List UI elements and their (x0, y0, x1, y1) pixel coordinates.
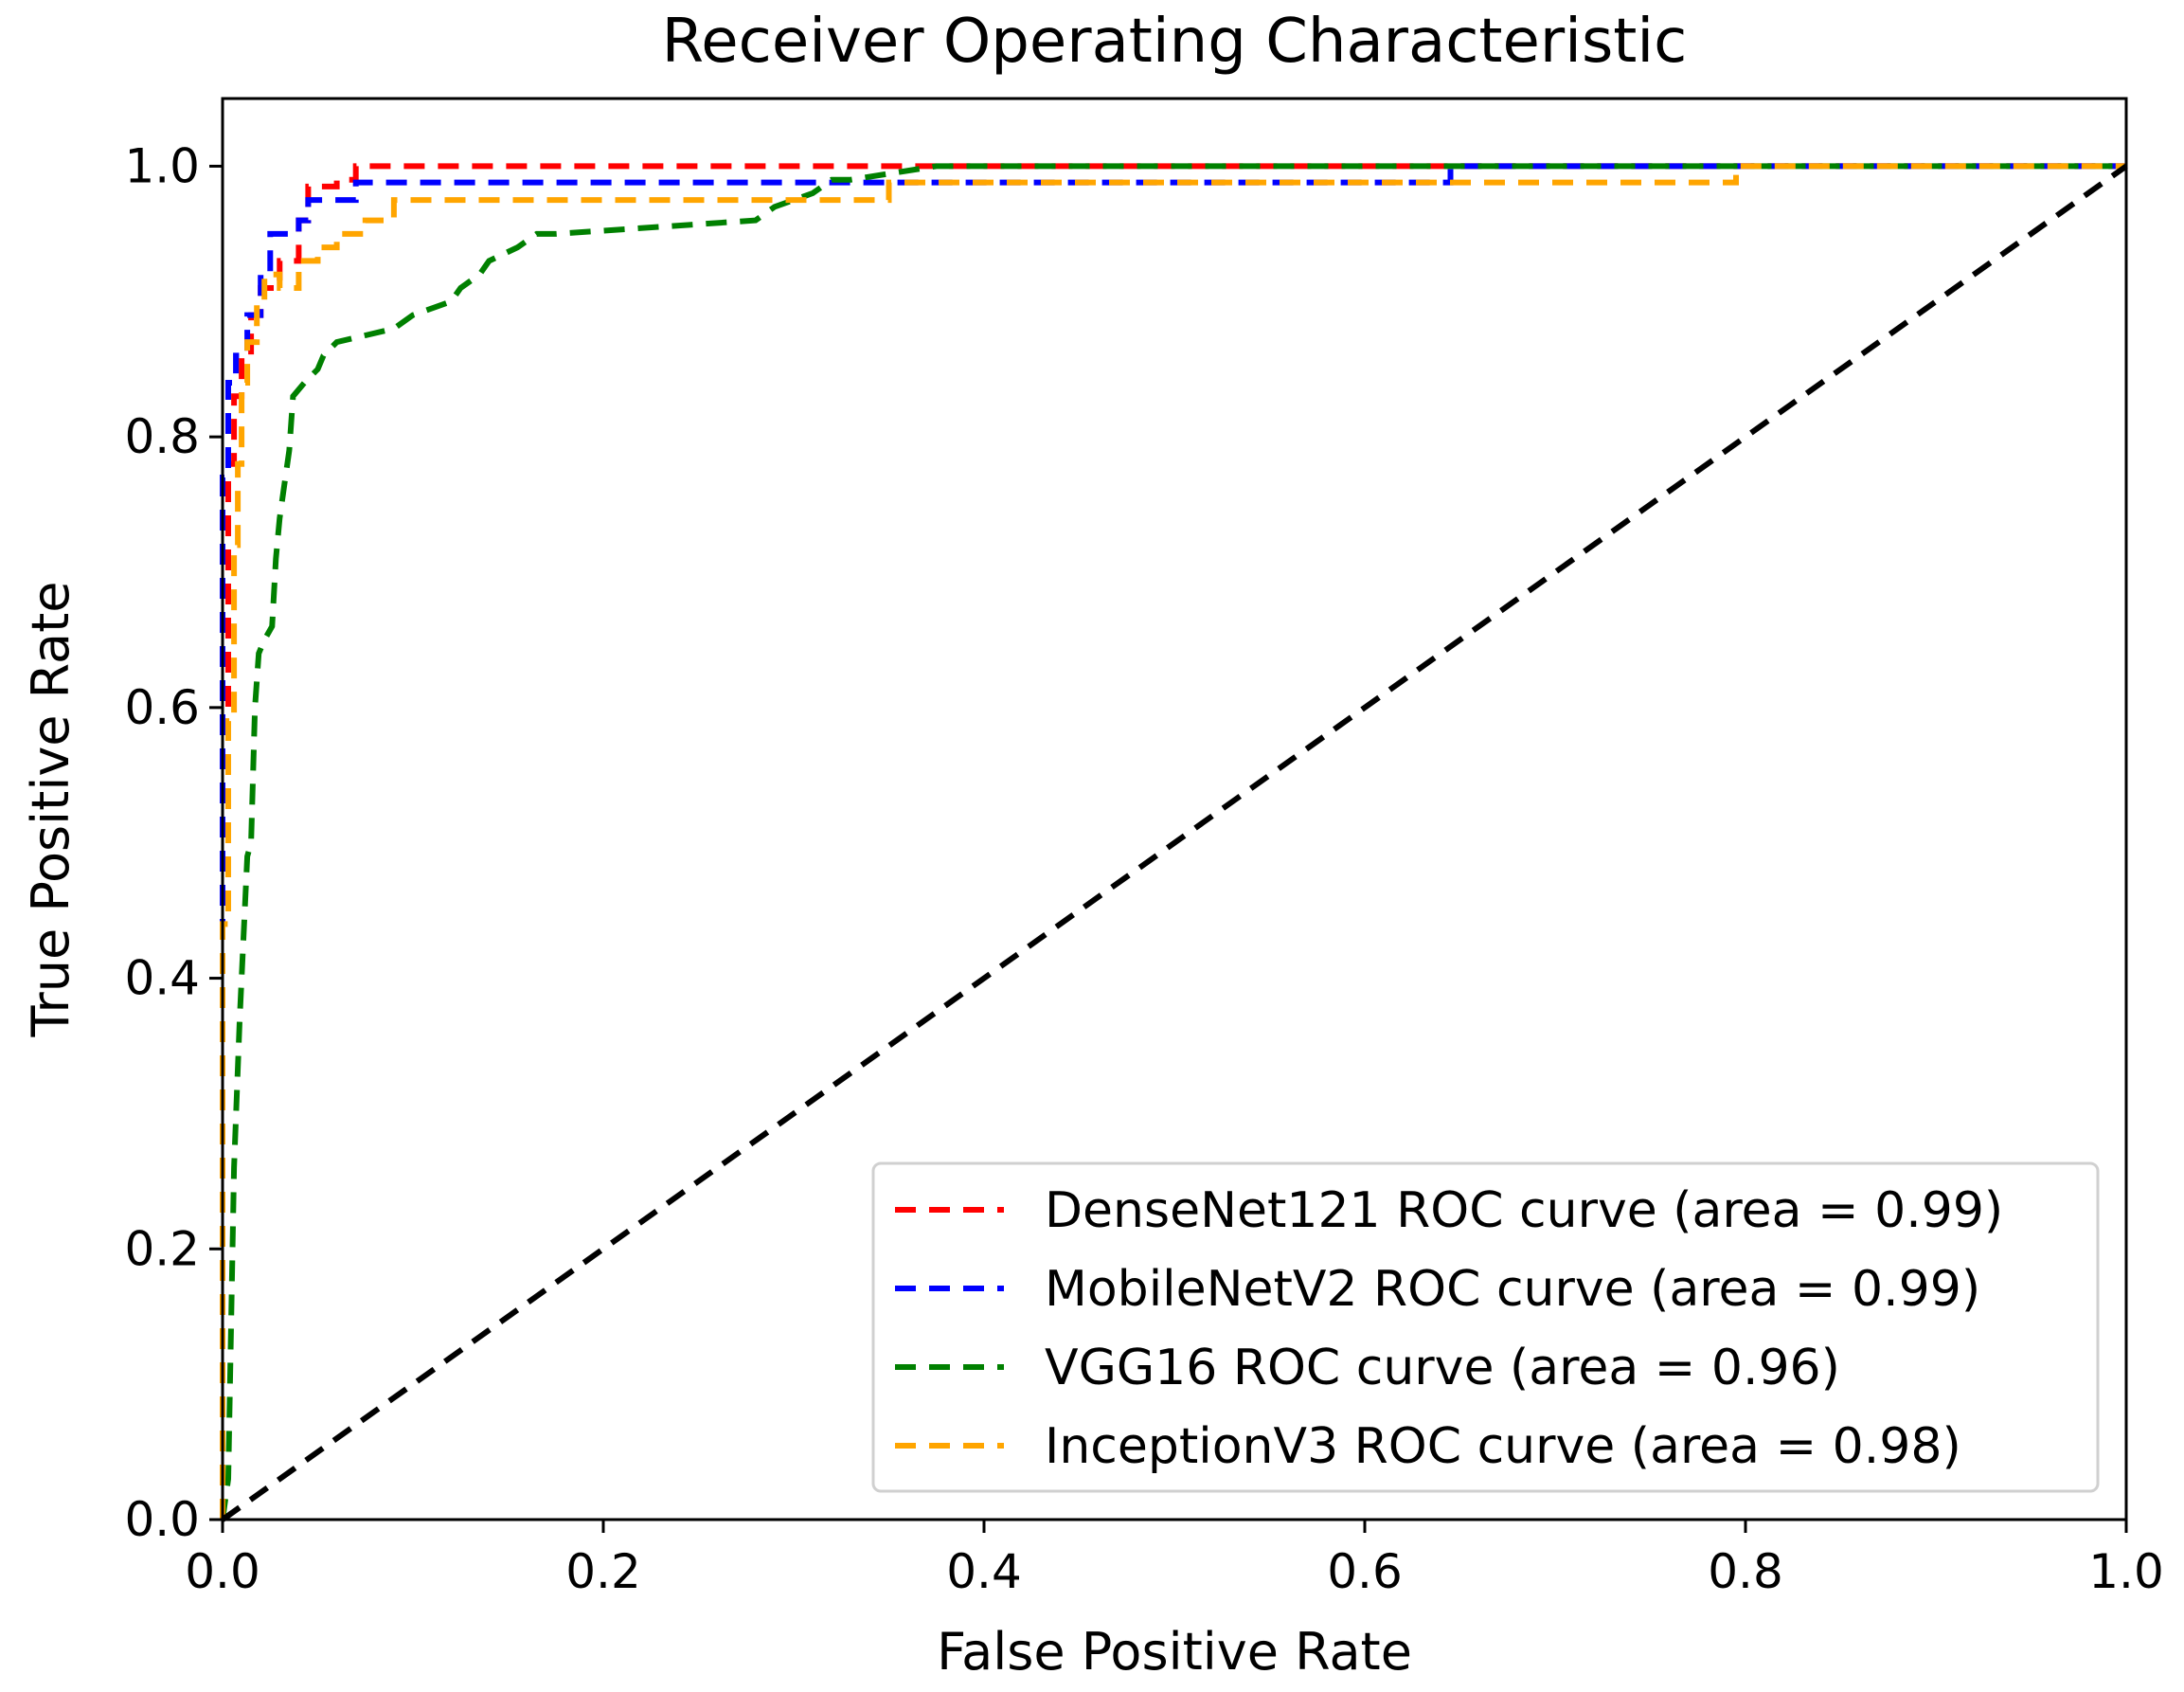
legend-frame (871, 1161, 2100, 1493)
inceptionv3-roc-curve (220, 163, 2126, 1520)
x-tick-label: 0.4 (946, 1544, 1022, 1599)
mobilenetv2-legend-label: MobileNetV2 ROC curve (area = 0.99) (1045, 1261, 1980, 1318)
x-axis-label: False Positive Rate (937, 1622, 1412, 1682)
y-axis-ticks: 0.0 0.2 0.4 0.6 0.8 1.0 (124, 138, 223, 1547)
densenet121-roc-curve (220, 163, 2126, 1520)
mobilenetv2-roc-curve (220, 163, 2126, 1520)
y-tick-label: 0.2 (124, 1221, 200, 1276)
legend: DenseNet121 ROC curve (area = 0.99) Mobil… (871, 1161, 2100, 1493)
x-tick-label: 0.2 (565, 1544, 641, 1599)
vgg16-legend-label: VGG16 ROC curve (area = 0.96) (1045, 1340, 1840, 1396)
x-tick-label: 1.0 (2088, 1544, 2164, 1599)
x-tick-label: 0.6 (1327, 1544, 1403, 1599)
y-tick-label: 1.0 (124, 138, 200, 193)
y-tick-label: 0.8 (124, 409, 200, 464)
x-tick-label: 0.8 (1708, 1544, 1783, 1599)
x-axis-ticks: 0.0 0.2 0.4 0.6 0.8 1.0 (185, 1520, 2164, 1599)
plot-curves (220, 163, 2128, 1522)
plot-frame (221, 97, 2128, 1521)
vgg16-roc-curve (220, 163, 2126, 1521)
y-axis-label: True Positive Rate (21, 581, 81, 1037)
x-tick-label: 0.0 (185, 1544, 260, 1599)
densenet121-legend-label: DenseNet121 ROC curve (area = 0.99) (1045, 1182, 2003, 1239)
y-tick-label: 0.6 (124, 680, 200, 735)
inceptionv3-legend-label: InceptionV3 ROC curve (area = 0.98) (1045, 1418, 1961, 1475)
y-tick-label: 0.4 (124, 951, 200, 1006)
y-tick-label: 0.0 (124, 1492, 200, 1547)
chart-title: Receiver Operating Characteristic (662, 7, 1688, 77)
chance-roc-curve (221, 163, 2128, 1522)
